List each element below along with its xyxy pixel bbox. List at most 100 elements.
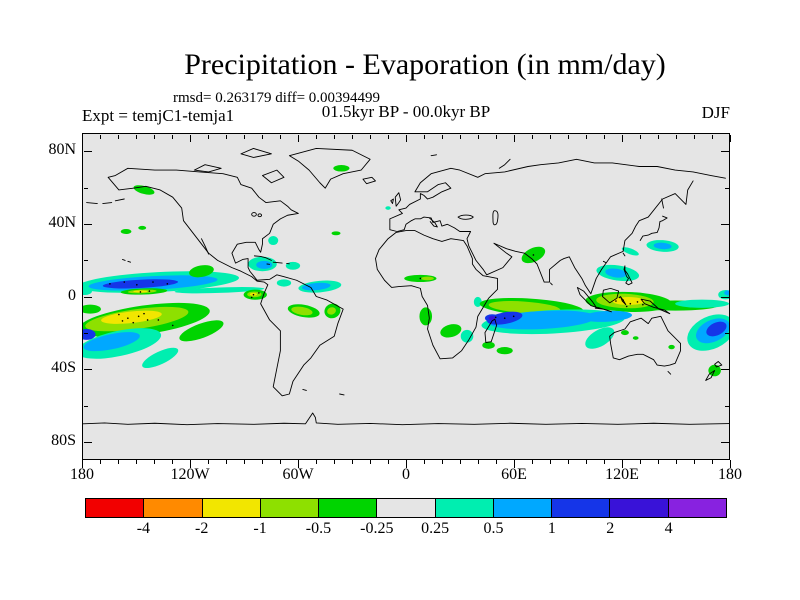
axis-tick <box>100 134 101 139</box>
stipple-dot <box>152 281 154 283</box>
x-axis-label: 180 <box>70 466 94 483</box>
axis-tick <box>83 187 88 189</box>
axis-tick <box>406 460 407 468</box>
axis-tick <box>154 134 155 139</box>
y-axis-label: 80S <box>51 431 76 449</box>
coastline-arctic-islands <box>194 148 284 182</box>
anomaly-region-cyan <box>276 279 292 287</box>
axis-tick <box>118 460 119 464</box>
axis-tick <box>460 134 461 139</box>
anomaly-region-cyan <box>285 261 301 270</box>
anomaly-region-green <box>331 231 341 236</box>
anomaly-region-skyblue <box>605 268 627 278</box>
axis-tick <box>478 460 479 464</box>
coastline-madagascar <box>485 319 497 342</box>
colorbar-segment-green <box>318 498 378 518</box>
axis-tick <box>83 151 92 153</box>
anomaly-region-green <box>668 344 675 350</box>
axis-tick <box>496 460 497 464</box>
axis-tick <box>730 460 731 468</box>
stats-line: rmsd= 0.263179 diff= 0.00394499 <box>173 90 381 106</box>
axis-tick <box>334 134 335 139</box>
anomaly-region-green <box>620 330 629 336</box>
axis-tick <box>100 460 101 464</box>
stipple-dot <box>166 283 169 285</box>
anomaly-region-cyan <box>268 236 279 246</box>
axis-tick <box>83 260 88 262</box>
axis-tick <box>280 134 281 139</box>
axis-tick <box>316 460 317 464</box>
axis-tick <box>406 134 407 142</box>
axis-tick <box>83 223 92 225</box>
anomaly-region-skyblue <box>581 310 633 322</box>
axis-tick <box>298 134 299 142</box>
stipple-dot <box>121 320 124 322</box>
stipple-dot <box>252 293 255 296</box>
coastline-australia <box>610 316 681 366</box>
axis-tick <box>424 134 425 139</box>
axis-tick <box>604 134 605 139</box>
axis-tick <box>724 260 729 262</box>
y-axis-label: 0 <box>68 286 76 304</box>
axis-tick <box>514 460 515 468</box>
colorbar-segment-indigo <box>609 498 669 518</box>
anomaly-region-cyan <box>585 327 615 349</box>
anomaly-region-cyan <box>142 347 179 369</box>
axis-tick <box>532 134 533 139</box>
axis-tick <box>550 460 551 464</box>
colorbar-boundary-label: 1 <box>547 520 556 537</box>
anomaly-region-green <box>333 165 350 172</box>
stipple-dot <box>532 254 535 256</box>
y-axis-label: 80N <box>48 141 76 159</box>
axis-tick <box>622 134 623 142</box>
stipple-layer <box>109 254 644 327</box>
axis-tick <box>244 460 245 464</box>
x-axis-label: 180 <box>718 466 742 483</box>
axis-tick <box>720 441 729 443</box>
coastline-eurasia-arctic <box>415 159 725 192</box>
coastline-japan <box>640 216 667 240</box>
stipple-dot <box>503 317 506 319</box>
stipple-dot <box>625 305 628 308</box>
anomaly-region-skyblue <box>301 282 331 291</box>
coastline-baja <box>201 239 208 254</box>
coastline-americas <box>108 168 343 395</box>
axis-tick <box>83 441 92 443</box>
colorbar-boundary-label: -0.25 <box>360 520 394 537</box>
stipple-dot <box>419 277 422 280</box>
axis-tick <box>388 134 389 139</box>
axis-tick <box>118 134 119 139</box>
map-plot <box>82 133 730 460</box>
stipple-dot <box>494 316 497 319</box>
coastline-africa <box>375 231 497 359</box>
stipple-dot <box>146 319 149 321</box>
axis-tick <box>244 134 245 139</box>
axis-tick <box>262 460 263 464</box>
axis-tick <box>262 134 263 139</box>
stipple-dot <box>618 296 621 299</box>
stipple-dot <box>512 315 515 318</box>
axis-tick <box>586 460 587 464</box>
x-axis-label: 0 <box>402 466 410 483</box>
colorbar-boundary-label: 2 <box>606 520 615 537</box>
coastline-uk-ireland <box>391 193 401 207</box>
colorbar-boundary-label: 0.25 <box>421 520 450 537</box>
x-axis-label: 120W <box>170 466 210 483</box>
axis-tick <box>532 460 533 464</box>
axis-tick <box>154 460 155 464</box>
stipple-dot <box>127 317 129 319</box>
axis-tick <box>226 134 227 139</box>
stipple-dot <box>139 291 142 293</box>
coastline-asia-europe <box>390 181 693 294</box>
anomaly-region-green <box>133 185 155 195</box>
axis-tick <box>298 460 299 468</box>
colorbar-boundary-label: -4 <box>136 520 151 537</box>
axis-tick <box>352 460 353 464</box>
axis-tick <box>730 134 731 142</box>
stipple-dot <box>123 281 126 283</box>
colorbar-boundary-label: -1 <box>253 520 267 537</box>
axis-tick <box>424 460 425 464</box>
stipple-dot <box>132 321 135 324</box>
axis-tick <box>82 460 83 468</box>
